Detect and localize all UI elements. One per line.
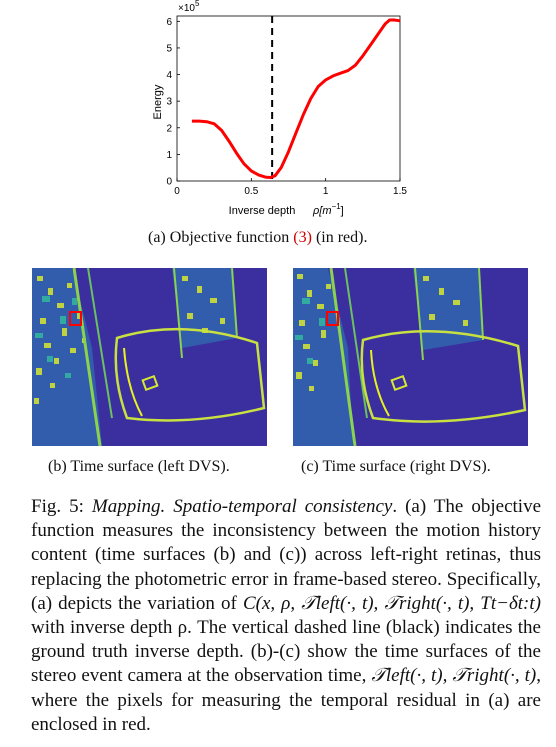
figure-title: Mapping. Spatio-temporal consistency: [91, 496, 393, 517]
time-surface-left-image: [32, 268, 267, 446]
x-axis-unit-close: ]: [341, 205, 344, 217]
y-tick-label: 6: [166, 17, 172, 28]
y-exponent: ×105: [178, 0, 200, 14]
y-exponent-base: ×10: [178, 3, 195, 14]
caption-text-2: with inverse depth ρ. The vertical dashe…: [31, 617, 541, 687]
x-axis-label: Inverse depth: [229, 205, 296, 217]
caption-text-1: . (a) The objective function measures th…: [31, 496, 542, 614]
chart-axes: [176, 15, 401, 182]
energy-curve: [191, 18, 401, 179]
caption-text-3: , where the pixels for measuring the tem…: [31, 665, 541, 735]
right-residual-box: [326, 311, 339, 326]
x-tick-label: 0.5: [244, 186, 258, 197]
formula-time-surfaces: 𝒯left(·, t), 𝒯right(·, t): [371, 665, 537, 687]
caption-c: (c) Time surface (right DVS).: [301, 458, 491, 475]
caption-b: (b) Time surface (left DVS).: [48, 458, 230, 475]
y-ticks: 0 1 2 3 4 5 6: [166, 17, 180, 188]
x-tick-label: 1: [323, 186, 329, 197]
x-tick-label: 1.5: [393, 186, 407, 197]
y-tick-label: 5: [166, 43, 172, 54]
caption-a-text: (a) Objective function: [148, 229, 294, 246]
caption-a-tail: (in red).: [311, 229, 368, 246]
x-tick-label: 0: [174, 186, 180, 197]
x-axis-unit-main: ρ[m: [312, 205, 332, 217]
time-surface-right-image: [293, 268, 528, 446]
figure-caption-body: Fig. 5: Mapping. Spatio-temporal consist…: [31, 495, 541, 737]
x-axis-unit: ρ[m−1]: [312, 202, 344, 217]
formula-energy: C(x, ρ, 𝒯left(·, t), 𝒯right(·, t), Tt−δt…: [242, 592, 541, 614]
caption-a-ref: (3): [293, 229, 312, 246]
x-axis-unit-exp: −1: [332, 202, 342, 211]
y-tick-label: 2: [166, 123, 172, 134]
y-tick-label: 4: [166, 70, 172, 81]
x-ticks: 0 0.5 1 1.5: [174, 178, 407, 197]
caption-a: (a) Objective function (3) (in red).: [148, 229, 367, 247]
y-exponent-power: 5: [195, 0, 200, 8]
y-axis-label: Energy: [152, 84, 164, 119]
left-residual-box: [69, 311, 82, 326]
figure-label: Fig. 5:: [31, 496, 92, 517]
y-tick-label: 1: [166, 150, 172, 161]
y-tick-label: 0: [166, 177, 172, 188]
y-tick-label: 3: [166, 97, 172, 108]
plot-frame: [176, 15, 401, 182]
